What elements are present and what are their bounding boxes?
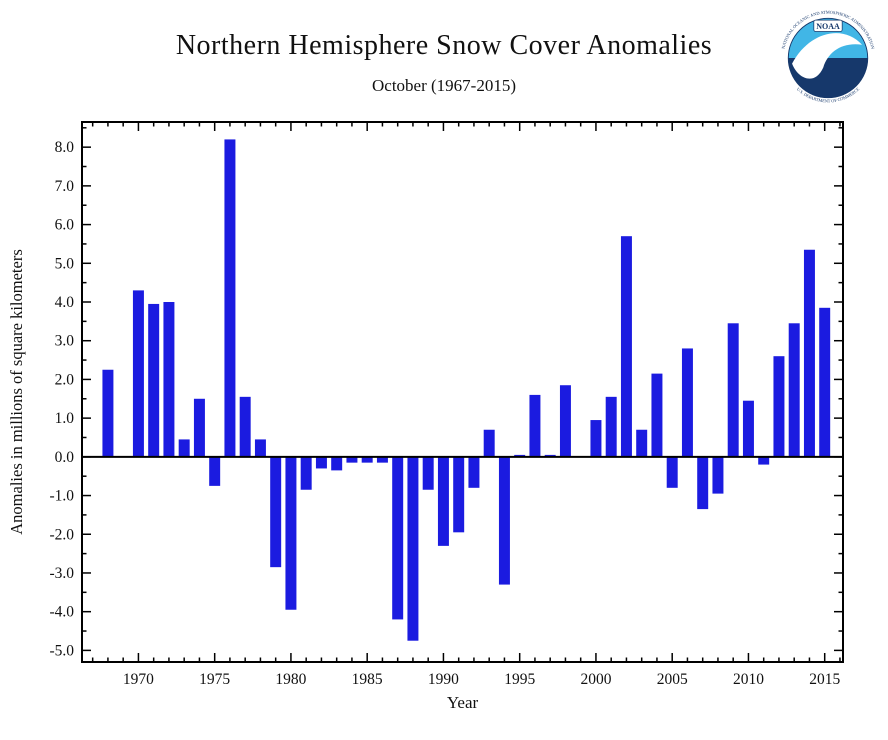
bar-1986 (376, 456, 388, 463)
logo-noaa-box (813, 19, 843, 32)
y-tick-label: 6.0 (55, 217, 75, 234)
bar-1968 (102, 369, 114, 457)
x-tick-label: 1980 (275, 671, 306, 688)
bar-2009 (727, 323, 739, 457)
bar-1977 (239, 396, 251, 457)
bar-1990 (437, 456, 449, 546)
bar-2007 (697, 456, 709, 510)
plot-border (81, 121, 844, 663)
bar-2013 (788, 323, 800, 457)
bar-2001 (605, 396, 617, 457)
bar-2010 (742, 400, 754, 457)
y-tick-label: -5.0 (49, 642, 74, 659)
bar-1971 (148, 303, 160, 457)
bar-1976 (224, 139, 236, 457)
seagull-icon (792, 33, 863, 79)
x-tick-label: 2005 (657, 671, 688, 688)
logo-noaa-text: NOAA (816, 22, 840, 31)
x-tick-label: 2010 (733, 671, 764, 688)
bar-1982 (315, 456, 327, 469)
x-tick-label: 1985 (352, 671, 383, 688)
y-tick-label: 5.0 (55, 255, 75, 272)
bar-1972 (163, 302, 175, 457)
bar-1984 (346, 456, 358, 463)
y-axis: -5.0 -4.0 -3.0 -2.0 -1.0 0.0 1.0 2.0 3.0 4.0 5.0 6.… (49, 127, 843, 659)
y-tick-label: -1.0 (49, 488, 74, 505)
bars (102, 139, 831, 641)
bar-1980 (285, 456, 297, 610)
bar-1988 (407, 456, 419, 641)
y-tick-label: 7.0 (55, 178, 75, 195)
y-tick-label: 8.0 (55, 139, 75, 156)
bar-2005 (666, 456, 678, 488)
y-tick-label: 4.0 (55, 294, 75, 311)
bar-2004 (651, 373, 663, 457)
bar-2014 (803, 249, 815, 457)
page-subtitle: October (1967-2015) (372, 76, 516, 95)
bar-1993 (483, 429, 495, 457)
bar-1985 (361, 456, 373, 463)
x-tick-label: 2015 (809, 671, 840, 688)
noaa-logo-svg: NOAA NATIONAL OCEANIC AND ATMOSPHERIC AD… (778, 8, 878, 108)
x-tick-label: 1975 (199, 671, 230, 688)
bar-1978 (254, 439, 266, 457)
x-tick-label: 1995 (504, 671, 535, 688)
y-tick-label: -2.0 (49, 526, 74, 543)
bar-1974 (193, 398, 205, 457)
y-tick-label: -3.0 (49, 565, 74, 582)
bar-1992 (468, 456, 480, 488)
bar-1987 (392, 456, 404, 620)
y-tick-label: 2.0 (55, 371, 75, 388)
x-tick-label: 1970 (123, 671, 154, 688)
bar-1998 (559, 385, 571, 457)
bar-2011 (758, 456, 770, 465)
bar-1996 (529, 394, 541, 457)
bar-2002 (620, 236, 632, 457)
bar-1983 (331, 456, 343, 471)
noaa-logo: NOAA NATIONAL OCEANIC AND ATMOSPHERIC AD… (776, 6, 880, 110)
y-tick-label: 0.0 (55, 449, 75, 466)
y-tick-label: 1.0 (55, 410, 75, 427)
bar-1973 (178, 439, 190, 457)
bar-1979 (270, 456, 282, 568)
bar-2000 (590, 420, 602, 457)
bar-2008 (712, 456, 724, 494)
y-axis-title: Anomalies in millions of square kilomete… (7, 249, 26, 535)
x-axis-title: Year (447, 693, 479, 712)
y-tick-label: -4.0 (49, 604, 74, 621)
bar-2012 (773, 356, 785, 457)
bar-2006 (681, 348, 693, 457)
logo-inner-border (787, 17, 869, 99)
x-tick-label: 2000 (580, 671, 611, 688)
bar-1994 (498, 456, 510, 585)
bar-1981 (300, 456, 312, 490)
bar-2003 (636, 429, 648, 457)
bar-1975 (209, 456, 221, 486)
page-title: Northern Hemisphere Snow Cover Anomalies (175, 30, 713, 61)
bar-1970 (132, 290, 144, 457)
bar-2015 (819, 307, 831, 457)
y-tick-label: 3.0 (55, 333, 75, 350)
x-tick-label: 1990 (428, 671, 459, 688)
x-axis: 1970 1975 1980 1985 1990 1995 2000 2005 2010 2015 (91, 122, 841, 688)
bar-1991 (453, 456, 465, 533)
bar-1989 (422, 456, 434, 490)
